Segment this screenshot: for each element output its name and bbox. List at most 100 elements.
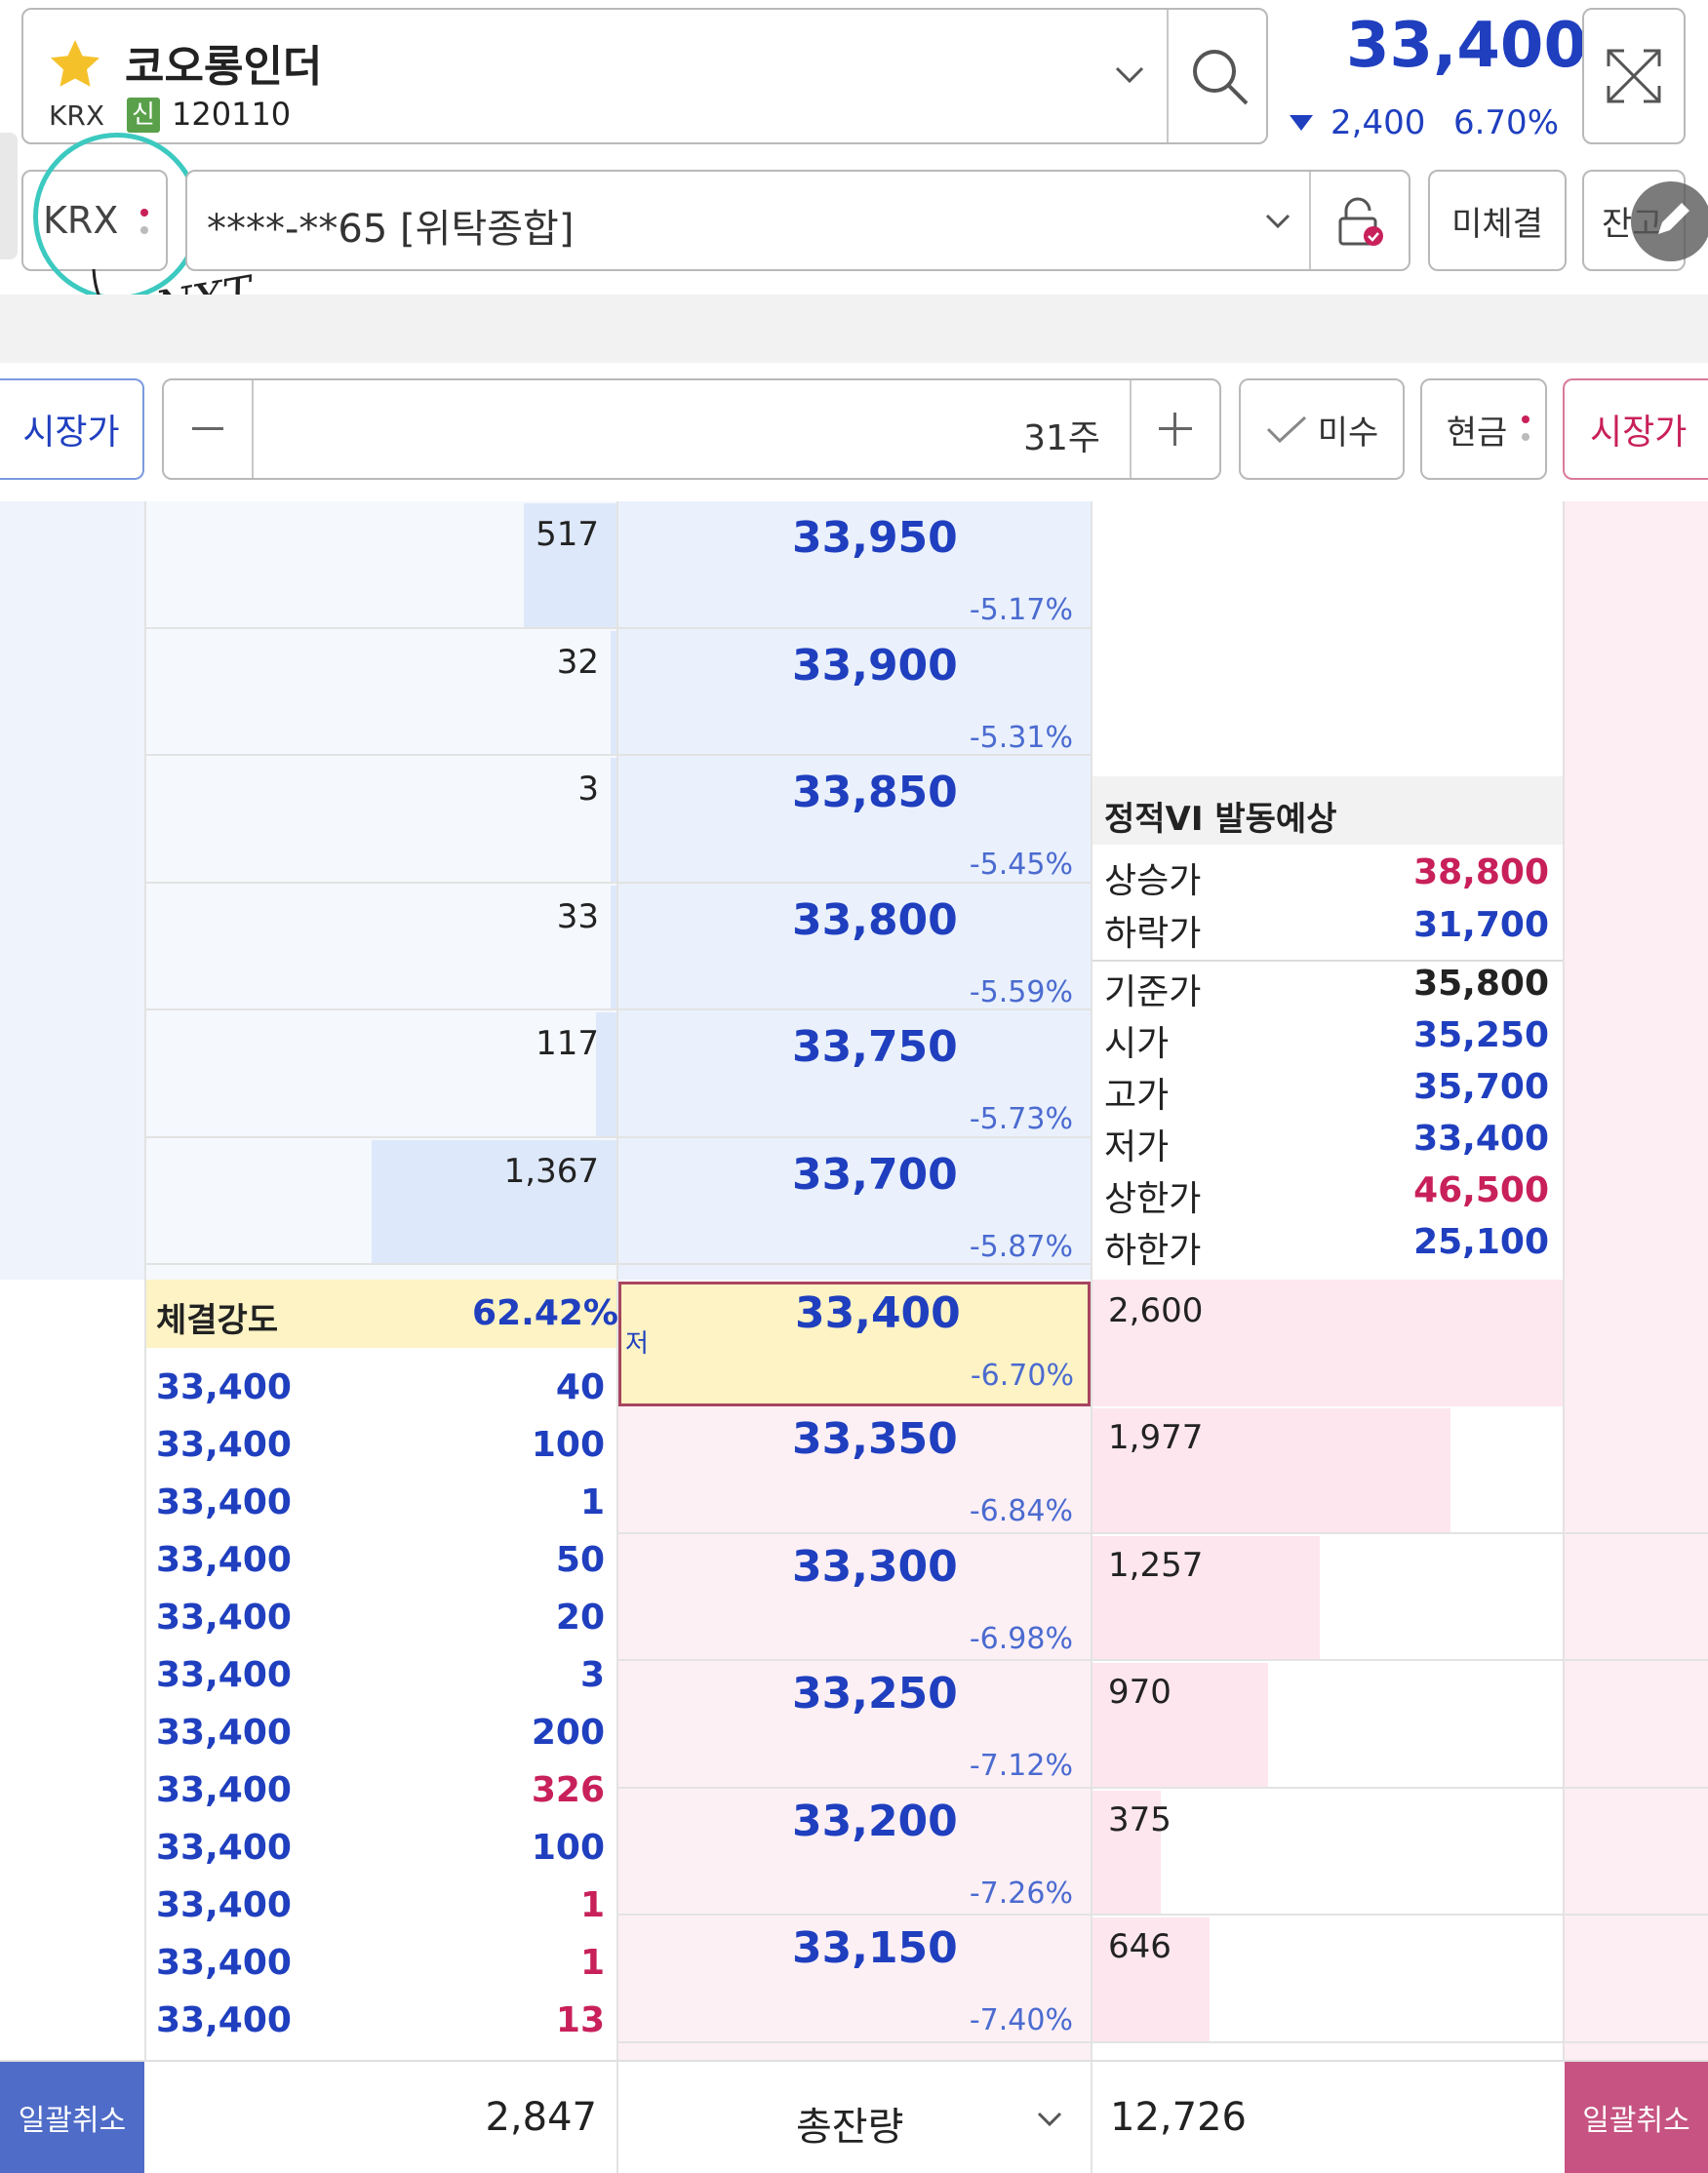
- vi-row: 상승가 38,800: [1104, 852, 1549, 904]
- bid-change-pct: -7.40%: [969, 2003, 1073, 2037]
- credit-badge: 신: [127, 98, 160, 133]
- vi-row-value: 25,100: [1413, 1222, 1549, 1262]
- trade-quantity: 1: [579, 1482, 605, 1522]
- bid-price[interactable]: 33,200: [792, 1796, 958, 1846]
- quantity-value[interactable]: 31주: [1023, 418, 1100, 458]
- favorite-star-icon[interactable]: [45, 35, 105, 94]
- trade-row: 33,400 200: [156, 1713, 605, 1770]
- ask-change-pct: -5.45%: [969, 848, 1073, 882]
- ask-price[interactable]: 33,750: [792, 1022, 958, 1072]
- market-label: KRX: [49, 99, 104, 132]
- ask-change-pct: -5.59%: [969, 974, 1073, 1009]
- ask-price[interactable]: 33,850: [792, 768, 958, 817]
- vi-row-value: 35,700: [1413, 1067, 1549, 1107]
- ask-change-pct: -5.17%: [969, 593, 1073, 627]
- account-selector[interactable]: ****-**65 [위탁종합]: [185, 170, 1410, 271]
- plus-icon: [1159, 413, 1192, 446]
- chevron-down-icon[interactable]: [1114, 64, 1145, 86]
- ask-quantity[interactable]: 117: [536, 1024, 599, 1063]
- trade-row: 33,400 326: [156, 1770, 605, 1828]
- vi-row-value: 31,700: [1413, 905, 1549, 945]
- ask-price[interactable]: 33,800: [792, 894, 958, 945]
- trade-row: 33,400 50: [156, 1540, 605, 1598]
- ask-price[interactable]: 33,700: [792, 1149, 958, 1200]
- ask-quantity[interactable]: 33: [556, 896, 599, 936]
- ask-price[interactable]: 33,900: [792, 640, 958, 691]
- bid-total: 12,726: [1110, 2095, 1247, 2140]
- ask-price[interactable]: 33,950: [792, 513, 958, 563]
- ask-depth-bar: [611, 630, 616, 754]
- trade-row: 33,400 1: [156, 1482, 605, 1540]
- ask-change-pct: -5.31%: [969, 720, 1073, 755]
- chevron-down-icon: [1037, 2112, 1062, 2127]
- vi-row-label: 고가: [1104, 1076, 1170, 1116]
- current-level-bid[interactable]: 2,600: [1092, 1280, 1563, 1406]
- edit-pencil-button[interactable]: [1631, 181, 1708, 261]
- bid-quantity[interactable]: 970: [1108, 1673, 1172, 1712]
- bid-quantity[interactable]: 1,257: [1108, 1545, 1204, 1585]
- order-type-button-right[interactable]: 시장가: [1563, 378, 1708, 480]
- vi-row-value: 38,800: [1413, 852, 1549, 892]
- strength-label: 체결강도: [156, 1301, 279, 1340]
- current-price: 33,400: [1346, 10, 1587, 82]
- bid-depth-bar: [1092, 1663, 1268, 1787]
- price-type-button[interactable]: 시장가: [0, 378, 144, 480]
- ask-depth-bar: [611, 758, 616, 882]
- margin-toggle[interactable]: 미수: [1239, 378, 1405, 480]
- bid-quantity[interactable]: 375: [1108, 1799, 1172, 1839]
- bid-quantity[interactable]: 646: [1108, 1927, 1172, 1966]
- increase-button[interactable]: [1130, 380, 1219, 478]
- ask-quantity[interactable]: 1,367: [503, 1151, 599, 1191]
- trade-price: 33,400: [156, 1770, 292, 1810]
- vi-row: 상한가 46,500: [1104, 1170, 1549, 1222]
- cancel-all-right-button[interactable]: 일괄취소: [1565, 2062, 1708, 2173]
- bid-change-pct: -7.12%: [969, 1749, 1073, 1783]
- trade-row: 33,400 13: [156, 2000, 605, 2058]
- trade-price: 33,400: [156, 1713, 292, 1753]
- vi-row-value: 35,800: [1413, 964, 1549, 1004]
- cancel-all-left-button[interactable]: 일괄취소: [0, 2062, 144, 2173]
- ask-quantity[interactable]: 517: [536, 515, 599, 554]
- trade-quantity: 13: [555, 2000, 605, 2040]
- expand-button[interactable]: [1582, 8, 1686, 144]
- decrease-button[interactable]: [164, 380, 254, 478]
- bid-price[interactable]: 33,250: [792, 1669, 958, 1719]
- vi-row-label: 시가: [1104, 1024, 1170, 1064]
- bid-price[interactable]: 33,150: [792, 1923, 958, 1973]
- trade-price: 33,400: [156, 1367, 292, 1407]
- stock-selector[interactable]: 코오롱인더 KRX 신 120110: [21, 8, 1268, 144]
- trade-row: 33,400 100: [156, 1425, 605, 1482]
- footer: 일괄취소 2,847 총잔량 12,726 일괄취소: [0, 2060, 1708, 2173]
- trade-row: 33,400 40: [156, 1367, 605, 1425]
- left-edge-handle[interactable]: [0, 133, 18, 259]
- total-label: 총잔량: [796, 2105, 904, 2150]
- bid-price[interactable]: 33,300: [792, 1541, 958, 1592]
- current-price-row-left: 체결강도 62.42%: [146, 1280, 618, 1348]
- total-selector[interactable]: 총잔량: [618, 2062, 1091, 2173]
- quantity-stepper[interactable]: 31주: [162, 378, 1221, 480]
- ask-quantity[interactable]: 32: [556, 642, 599, 682]
- current-price-cell[interactable]: 저 33,400 -6.70%: [618, 1282, 1091, 1406]
- bid-quantity[interactable]: 1,977: [1108, 1418, 1204, 1457]
- trade-row: 33,400 3: [156, 1655, 605, 1713]
- trade-quantity: 1: [579, 1885, 605, 1925]
- unfilled-orders-button[interactable]: 미체결: [1428, 170, 1567, 271]
- vi-row-label: 기준가: [1104, 972, 1202, 1012]
- trade-price: 33,400: [156, 1425, 292, 1465]
- trade-price: 33,400: [156, 1598, 292, 1638]
- price-change-pct: 6.70%: [1452, 103, 1559, 142]
- vi-row-value: 33,400: [1413, 1119, 1549, 1159]
- trade-row: 33,400 1: [156, 1885, 605, 1943]
- search-icon[interactable]: [1188, 45, 1252, 109]
- bid-price[interactable]: 33,350: [792, 1414, 958, 1464]
- trade-quantity: 326: [531, 1770, 605, 1810]
- low-marker: 저: [625, 1329, 649, 1359]
- lock-icon[interactable]: [1332, 195, 1387, 250]
- vi-row: 하락가 31,700: [1104, 905, 1549, 957]
- ask-change-pct: -5.87%: [969, 1229, 1073, 1264]
- vi-row: 기준가 35,800: [1104, 964, 1549, 1015]
- vi-row-value: 46,500: [1413, 1170, 1549, 1210]
- cash-selector[interactable]: 현금: [1420, 378, 1547, 480]
- ask-quantity[interactable]: 3: [577, 770, 599, 809]
- vi-row-label: 상한가: [1104, 1179, 1202, 1219]
